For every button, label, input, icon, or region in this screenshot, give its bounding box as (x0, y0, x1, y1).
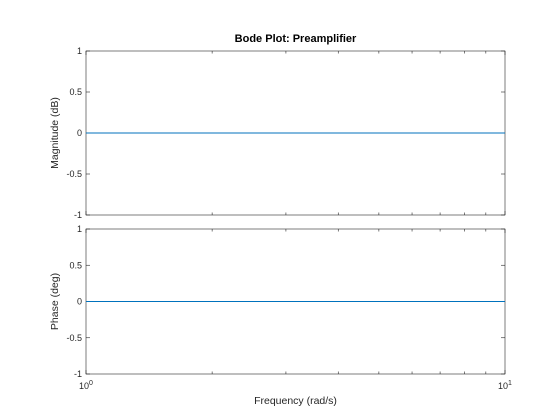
y-tick-label: -0.5 (66, 169, 82, 179)
frequency-axis-label: Frequency (rad/s) (254, 395, 337, 407)
y-tick-label: 0.5 (69, 87, 82, 97)
y-tick-label: 0.5 (69, 260, 82, 270)
y-tick-label: 1 (77, 224, 82, 234)
x-tick-label: 100 (79, 380, 93, 391)
magnitude-axis-label: Magnitude (dB) (49, 97, 61, 169)
y-tick-label: -1 (74, 369, 82, 379)
x-tick-label: 101 (498, 380, 512, 391)
phase-axis-label: Phase (deg) (49, 273, 61, 330)
y-tick-label: -1 (74, 210, 82, 220)
y-tick-label: 0 (77, 297, 82, 307)
y-tick-label: -0.5 (66, 333, 82, 343)
y-tick-label: 1 (77, 46, 82, 56)
y-tick-label: 0 (77, 128, 82, 138)
magnitude-axes: 1 0.5 0 -0.5 -1 Magnitude (dB) Bode Plot: Prea… (49, 33, 506, 220)
chart-title: Bode Plot: Preamplifier (235, 33, 357, 45)
